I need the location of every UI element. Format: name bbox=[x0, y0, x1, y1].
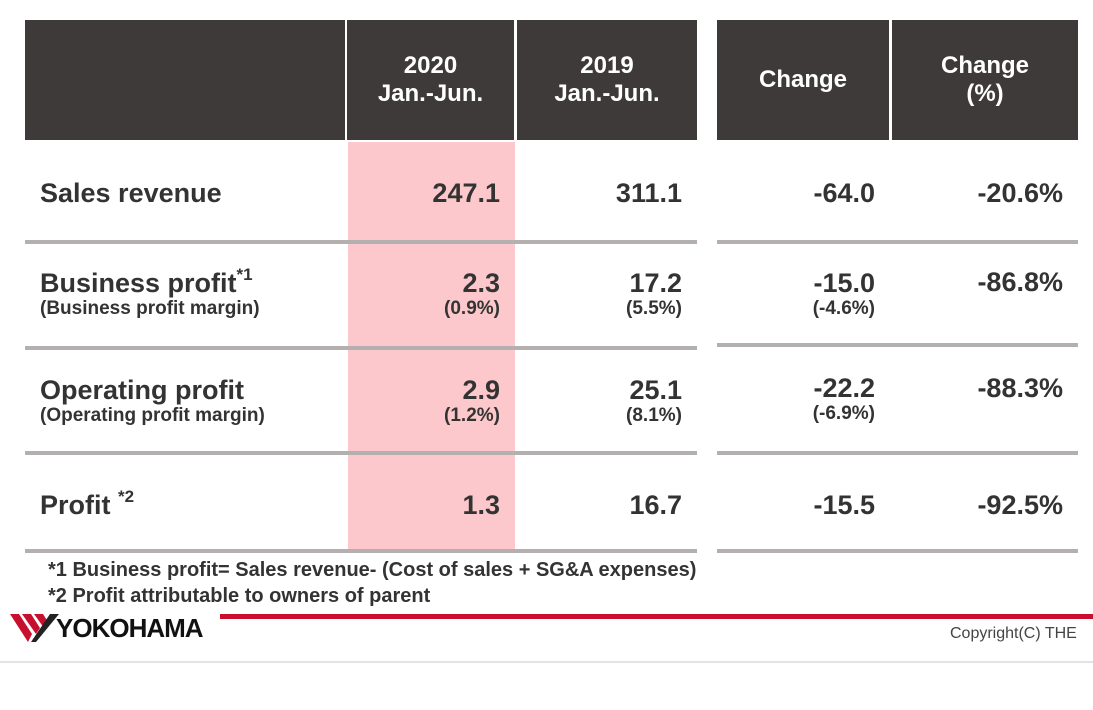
value-main: 25.1 bbox=[629, 375, 682, 405]
row-separator-right bbox=[717, 240, 1078, 244]
row-separator-right bbox=[717, 451, 1078, 455]
value-2019-sales-revenue: 311.1 bbox=[615, 178, 682, 208]
value-margin: (0.9%) bbox=[444, 298, 500, 319]
row-separator-left bbox=[25, 346, 697, 350]
header-change-pct-unit: (%) bbox=[966, 80, 1004, 107]
row-separator-left bbox=[25, 549, 697, 553]
row-sublabel: (Operating profit margin) bbox=[40, 405, 265, 426]
header-change-pct: Change (%) bbox=[892, 20, 1078, 140]
header-2020-period: Jan.-Jun. bbox=[377, 80, 484, 107]
value-main: 2.3 bbox=[462, 268, 500, 298]
header-2019: 2019 Jan.-Jun. bbox=[517, 20, 697, 140]
row-separator-left bbox=[25, 240, 697, 244]
value-main: 17.2 bbox=[629, 268, 682, 298]
value-change-pct-operating-profit: -88.3% bbox=[977, 373, 1063, 403]
row-label-text: Profit bbox=[40, 490, 118, 520]
row-label-text: Business profit bbox=[40, 268, 237, 298]
value-2020-operating-profit: 2.9 (1.2%) bbox=[348, 375, 500, 427]
brand-divider bbox=[220, 614, 1093, 619]
row-label-text: Operating profit bbox=[40, 375, 244, 405]
header-2020-year: 2020 bbox=[403, 52, 458, 79]
logo-text: YOKOHAMA bbox=[56, 613, 204, 643]
header-2019-year: 2019 bbox=[580, 52, 634, 79]
header-change: Change bbox=[717, 20, 889, 140]
footnote-2: *2 Profit attributable to owners of pare… bbox=[48, 585, 431, 607]
value-2019-profit: 16.7 bbox=[629, 490, 682, 520]
bottom-divider bbox=[0, 661, 1093, 663]
footnote-1: *1 Business profit= Sales revenue- (Cost… bbox=[48, 559, 697, 581]
value-margin: (-4.6%) bbox=[812, 298, 875, 319]
footnote-marker: *2 bbox=[118, 487, 135, 506]
value-change-profit: -15.5 bbox=[813, 490, 875, 520]
value-change-business-profit: -15.0 (-4.6%) bbox=[717, 268, 875, 320]
row-sublabel: (Business profit margin) bbox=[40, 298, 260, 319]
footnote-marker: *1 bbox=[236, 265, 253, 284]
value-main: -22.2 bbox=[813, 373, 875, 403]
value-margin: (1.2%) bbox=[444, 405, 500, 426]
value-change-operating-profit: -22.2 (-6.9%) bbox=[717, 373, 875, 425]
header-empty-cell bbox=[25, 20, 345, 140]
value-margin: (5.5%) bbox=[626, 298, 682, 319]
yokohama-logo: YOKOHAMA bbox=[10, 613, 220, 643]
header-change-label: Change bbox=[758, 66, 847, 93]
header-2019-period: Jan.-Jun. bbox=[554, 80, 660, 107]
value-change-pct-business-profit: -86.8% bbox=[977, 267, 1063, 297]
value-change-pct-profit: -92.5% bbox=[977, 490, 1063, 520]
value-change-sales-revenue: -64.0 bbox=[813, 178, 875, 208]
value-2020-profit: 1.3 bbox=[462, 490, 500, 520]
value-2019-operating-profit: 25.1 (8.1%) bbox=[517, 375, 682, 427]
row-label-operating-profit: Operating profit (Operating profit margi… bbox=[40, 375, 265, 427]
row-label-profit: Profit *2 bbox=[40, 487, 135, 520]
value-2020-business-profit: 2.3 (0.9%) bbox=[348, 268, 500, 320]
value-margin: (-6.9%) bbox=[812, 403, 875, 424]
row-label-business-profit: Business profit*1 (Business profit margi… bbox=[40, 265, 260, 320]
row-label-text: Sales revenue bbox=[40, 178, 222, 208]
row-separator-left bbox=[25, 451, 697, 455]
value-main: -15.0 bbox=[813, 268, 875, 298]
row-label-sales-revenue: Sales revenue bbox=[40, 178, 222, 208]
yokohama-logo-mark-icon bbox=[10, 614, 59, 642]
row-separator-right bbox=[717, 549, 1078, 553]
value-2020-sales-revenue: 247.1 bbox=[432, 178, 500, 208]
header-2020: 2020 Jan.-Jun. bbox=[347, 20, 514, 140]
value-2019-business-profit: 17.2 (5.5%) bbox=[517, 268, 682, 320]
value-margin: (8.1%) bbox=[626, 405, 682, 426]
copyright-text: Copyright(C) THE bbox=[950, 625, 1077, 642]
value-change-pct-sales-revenue: -20.6% bbox=[977, 178, 1063, 208]
row-separator-right bbox=[717, 343, 1078, 347]
header-change-pct-label: Change bbox=[940, 52, 1029, 79]
value-main: 2.9 bbox=[462, 375, 500, 405]
